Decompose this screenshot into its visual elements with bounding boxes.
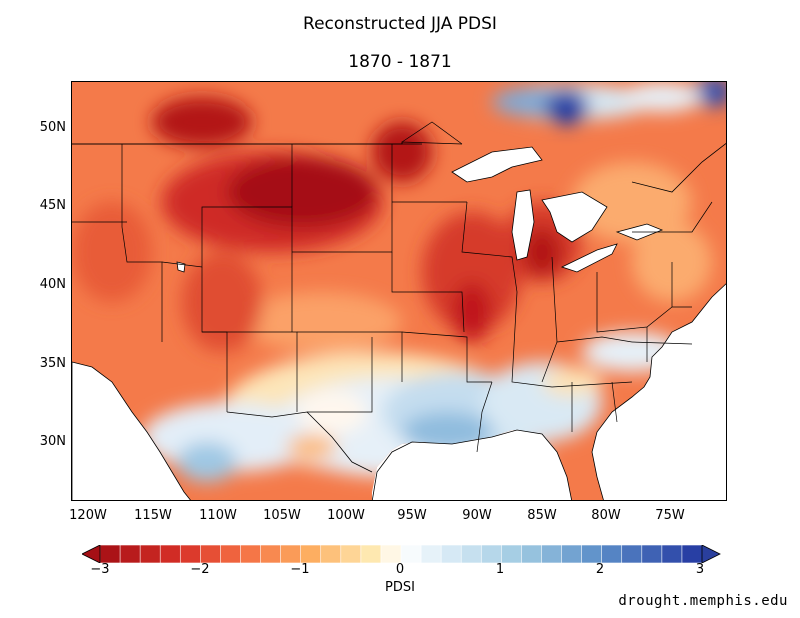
colorbar-cell [400, 545, 422, 563]
colorbar-cell [420, 545, 442, 563]
map-title: Reconstructed JJA PDSI [303, 14, 497, 34]
colorbar-cells [99, 545, 703, 563]
colorbar-cell [139, 545, 161, 563]
colorbar-tick-1: 1 [495, 562, 505, 577]
colorbar-cell [320, 545, 342, 563]
colorbar-cell [621, 545, 643, 563]
lon-label-105w: 105W [263, 508, 301, 523]
pdsi-map [71, 81, 727, 501]
colorbar-cell [541, 545, 563, 563]
colorbar-cell [179, 545, 201, 563]
colorbar-cell [380, 545, 402, 563]
atlantic-ocean [591, 283, 726, 500]
colorbar-cell [521, 545, 543, 563]
lon-label-110w: 110W [199, 508, 237, 523]
colorbar-tick-0: 0 [395, 562, 405, 577]
colorbar-tick-2: 2 [595, 562, 605, 577]
colorbar-tick-minus1: −1 [290, 562, 310, 577]
colorbar-cell [300, 545, 322, 563]
lon-label-100w: 100W [327, 508, 365, 523]
state-borders [72, 121, 713, 453]
gulf-of-mexico [371, 429, 573, 500]
colorbar-tick-minus3: −3 [90, 562, 110, 577]
colorbar-cell [200, 545, 222, 563]
lon-label-85w: 85W [527, 508, 557, 523]
lat-label-35n: 35N [39, 356, 66, 371]
lat-label-30n: 30N [39, 434, 66, 449]
colorbar-cell [220, 545, 242, 563]
lat-label-45n: 45N [39, 198, 66, 213]
lon-label-95w: 95W [397, 508, 427, 523]
lon-label-120w: 120W [69, 508, 107, 523]
map-subtitle: 1870 - 1871 [348, 52, 452, 72]
colorbar-label: PDSI [385, 580, 415, 595]
colorbar-cell [340, 545, 362, 563]
lon-label-80w: 80W [591, 508, 621, 523]
colorbar-tick-3: 3 [695, 562, 705, 577]
colorbar-cell [260, 545, 282, 563]
colorbar-cell [561, 545, 583, 563]
pdsi-field [72, 82, 726, 500]
pacific-ocean [72, 361, 191, 500]
colorbar-cell [240, 545, 262, 563]
colorbar-cell [601, 545, 623, 563]
colorbar-cell [99, 545, 121, 563]
colorbar-cell [480, 545, 502, 563]
colorbar-cell [119, 545, 141, 563]
colorbar-cell [581, 545, 603, 563]
lon-label-115w: 115W [134, 508, 172, 523]
lon-label-75w: 75W [655, 508, 685, 523]
lake-superior [451, 146, 543, 183]
colorbar-tick-minus2: −2 [190, 562, 210, 577]
colorbar-cell [280, 545, 302, 563]
colorbar-left-arrow [82, 545, 101, 563]
country-borders [72, 143, 726, 473]
colorbar [82, 545, 721, 563]
colorbar-cell [661, 545, 683, 563]
colorbar-cell [159, 545, 181, 563]
lat-label-40n: 40N [39, 277, 66, 292]
colorbar-cell [501, 545, 522, 563]
pdsi-map-graphic [72, 82, 726, 500]
lat-label-50n: 50N [39, 120, 66, 135]
colorbar-cell [440, 545, 462, 563]
lake-michigan [511, 189, 535, 261]
lake-erie [560, 243, 618, 273]
colorbar-cell [681, 545, 703, 563]
lon-label-90w: 90W [462, 508, 492, 523]
colorbar-cell [641, 545, 663, 563]
credit-text: drought.memphis.edu [618, 593, 788, 609]
colorbar-cell [360, 545, 382, 563]
lake-huron [541, 191, 608, 243]
colorbar-cell [460, 545, 482, 563]
colorbar-right-arrow [701, 545, 721, 563]
great-lakes [176, 146, 664, 273]
